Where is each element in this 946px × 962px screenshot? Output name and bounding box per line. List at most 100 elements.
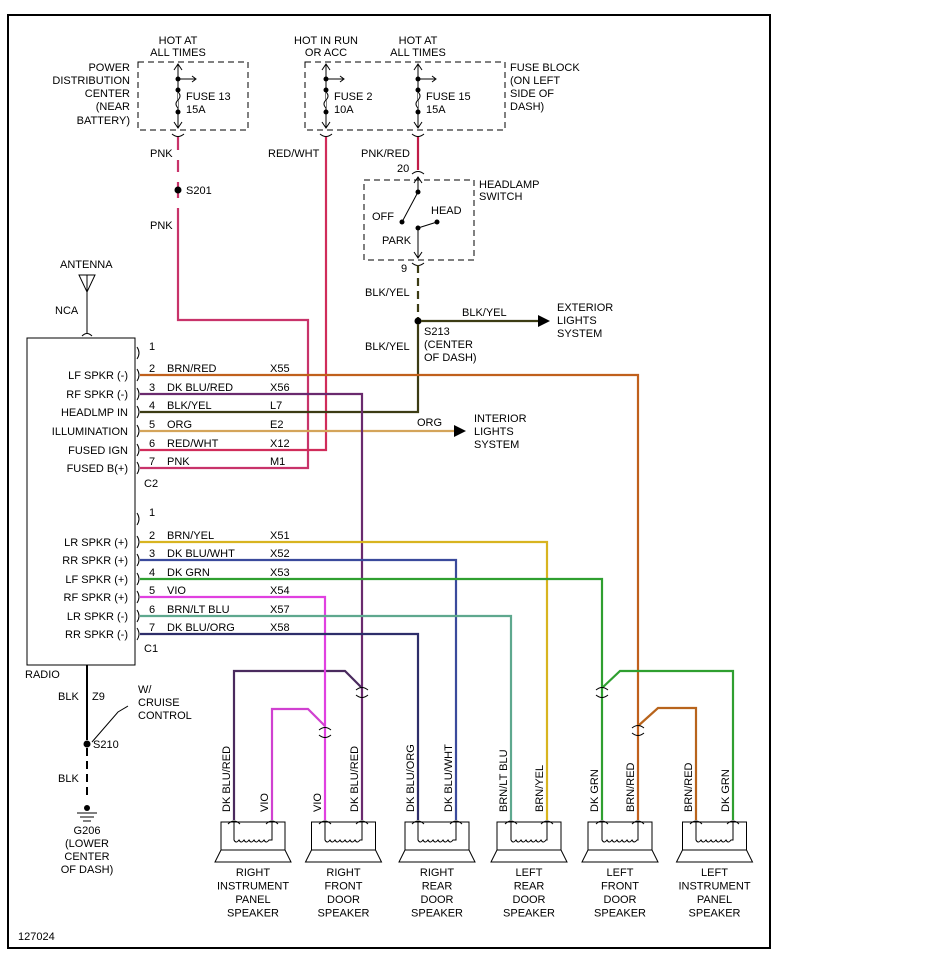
ground-label: OF DASH) bbox=[61, 864, 114, 876]
pin-wire-color: PNK bbox=[167, 456, 190, 468]
speaker-name: INSTRUMENT bbox=[217, 881, 289, 893]
pin-circuit: E2 bbox=[270, 419, 283, 431]
figure-id: 127024 bbox=[18, 931, 55, 943]
speaker-name: REAR bbox=[422, 881, 453, 893]
speaker-coil-icon bbox=[689, 820, 740, 843]
antenna-icon bbox=[78, 274, 96, 337]
wire-blk-yel bbox=[140, 324, 420, 414]
wire-dk-blu-red bbox=[140, 392, 364, 820]
pin-cavity bbox=[136, 443, 140, 457]
speaker-coil-icon bbox=[227, 820, 279, 843]
pin-cavity bbox=[136, 368, 140, 382]
wire-label: BLK bbox=[58, 691, 79, 703]
radio-box bbox=[26, 337, 136, 666]
fuse-block-label: (ON LEFT bbox=[510, 75, 560, 87]
pin-cavity bbox=[136, 405, 140, 419]
pin-function: RR SPKR (+) bbox=[62, 555, 128, 567]
pin-cavity bbox=[136, 512, 140, 526]
pin-circuit: X56 bbox=[270, 382, 290, 394]
pin-cavity bbox=[136, 590, 140, 604]
pin-circuit: M1 bbox=[270, 456, 285, 468]
hot-label: HOT AT bbox=[399, 35, 438, 47]
pin-circuit: X57 bbox=[270, 604, 290, 616]
speaker-wire-label: BRN/RED bbox=[625, 762, 637, 812]
exterior-lights-label: EXTERIOR bbox=[557, 302, 613, 314]
speaker-name: PANEL bbox=[697, 894, 732, 906]
pin-wire-color: BLK/YEL bbox=[167, 400, 212, 412]
switch-off-label: OFF bbox=[372, 211, 394, 223]
pin-function: HEADLMP IN bbox=[61, 407, 128, 419]
wire-label: PNK/RED bbox=[361, 148, 410, 160]
speaker-wire-label: DK BLU/ORG bbox=[405, 744, 417, 812]
speaker-wire-label: DK BLU/RED bbox=[349, 746, 361, 812]
arrow-icon bbox=[454, 425, 466, 437]
pin-number: 2 bbox=[149, 363, 155, 375]
ground-label: G206 bbox=[74, 825, 101, 837]
pin-function: RF SPKR (+) bbox=[64, 592, 128, 604]
wire-dk-grn-branch bbox=[601, 669, 735, 820]
wire-brn-red-branch bbox=[637, 706, 698, 820]
speaker-wire-label: DK BLU/RED bbox=[221, 746, 233, 812]
wire-brn-yel bbox=[140, 540, 549, 820]
fuse-rating: 15A bbox=[186, 104, 206, 116]
pdc-label: (NEAR bbox=[96, 101, 130, 113]
speaker-name: LEFT bbox=[701, 867, 728, 879]
pin-circuit: X55 bbox=[270, 363, 290, 375]
speaker-name: SPEAKER bbox=[227, 908, 279, 920]
pin-wire-color: DK GRN bbox=[167, 567, 210, 579]
pdc-label: DISTRIBUTION bbox=[52, 75, 130, 87]
antenna-nca-label: NCA bbox=[55, 305, 79, 317]
splice-s201 bbox=[174, 186, 182, 194]
antenna-label: ANTENNA bbox=[60, 259, 113, 271]
speaker-name: REAR bbox=[514, 881, 545, 893]
connector-c1: 1 2 BRN/YEL X51 LR SPKR (+) 3 DK BLU/WHT X52 RR … bbox=[62, 507, 289, 641]
switch-head-label: HEAD bbox=[431, 205, 462, 217]
splice-s210 bbox=[83, 740, 91, 748]
wire-vio bbox=[140, 595, 327, 820]
pin-wire-color: DK BLU/RED bbox=[167, 382, 233, 394]
pin-cavity bbox=[136, 627, 140, 641]
pin-circuit: X51 bbox=[270, 530, 290, 542]
pin-wire-color: BRN/LT BLU bbox=[167, 604, 230, 616]
speaker-wire-label: DK GRN bbox=[589, 769, 601, 812]
wire-red-wht bbox=[140, 137, 328, 452]
pdc-label: CENTER bbox=[85, 88, 130, 100]
wire-dk-blu-wht bbox=[140, 558, 458, 820]
fuse-block-label: SIDE OF bbox=[510, 88, 554, 100]
splice-label: (CENTER bbox=[424, 339, 473, 351]
speaker-name: PANEL bbox=[235, 894, 270, 906]
exterior-lights-label: SYSTEM bbox=[557, 328, 602, 340]
interior-lights-label: INTERIOR bbox=[474, 413, 527, 425]
pdc-label: BATTERY) bbox=[77, 115, 130, 127]
speaker-wire-label: BRN/YEL bbox=[534, 765, 546, 812]
hot-label: ALL TIMES bbox=[390, 47, 446, 59]
hot-label: HOT AT bbox=[159, 35, 198, 47]
pin-number: 4 bbox=[149, 400, 155, 412]
fuse-13-icon bbox=[173, 63, 197, 129]
speaker-name: DOOR bbox=[513, 894, 546, 906]
power-distribution-center: HOT AT ALL TIMES POWER DISTRIBUTION CENT… bbox=[52, 35, 249, 131]
speaker-name: RIGHT bbox=[420, 867, 455, 879]
cruise-pointer bbox=[91, 705, 129, 743]
speaker-name: SPEAKER bbox=[594, 908, 646, 920]
pin-label: 20 bbox=[397, 163, 409, 175]
pin-function: LF SPKR (-) bbox=[68, 370, 128, 382]
wire-dk-blu-red-branch bbox=[232, 669, 363, 820]
speaker-name: LEFT bbox=[607, 867, 634, 879]
pin-circuit: X54 bbox=[270, 585, 290, 597]
cruise-label: CONTROL bbox=[138, 710, 192, 722]
hot-label: HOT IN RUN bbox=[294, 35, 358, 47]
pin-function: FUSED B(+) bbox=[67, 463, 128, 475]
wire-vio-branch bbox=[270, 707, 326, 820]
speaker-coil-icon bbox=[504, 820, 554, 843]
splice-label: S213 bbox=[424, 326, 450, 338]
wire-label: RED/WHT bbox=[268, 148, 320, 160]
pin-number: 5 bbox=[149, 419, 155, 431]
pin-cavity bbox=[136, 346, 140, 360]
pin-wire-color: BRN/RED bbox=[167, 363, 217, 375]
wire-label: PNK bbox=[150, 220, 173, 232]
switch-park-label: PARK bbox=[382, 235, 412, 247]
